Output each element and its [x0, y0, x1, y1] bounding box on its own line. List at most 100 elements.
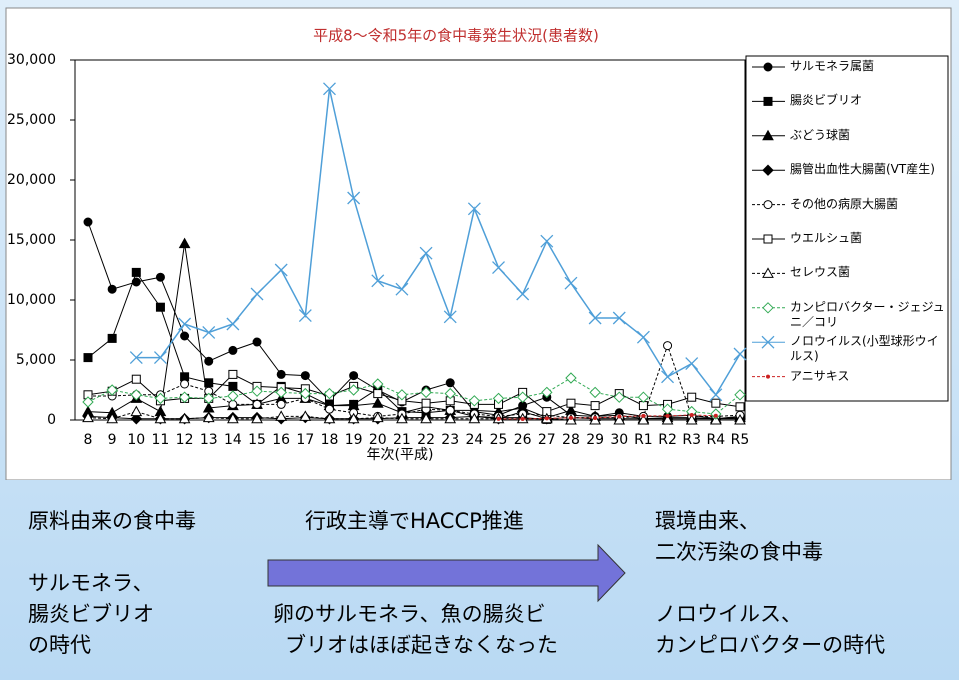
data-point: [274, 263, 288, 277]
x-tick-label: 24: [465, 432, 483, 448]
data-point: [82, 396, 94, 408]
x-tick-label: 29: [586, 432, 604, 448]
x-tick-label: 9: [108, 432, 117, 448]
data-point: [713, 413, 718, 418]
data-point: [371, 274, 385, 288]
x-tick-label: R1: [634, 432, 653, 448]
data-point: [687, 392, 697, 402]
data-point: [228, 345, 238, 355]
data-point: [396, 389, 408, 401]
data-point: [685, 413, 698, 425]
data-point: [323, 412, 336, 424]
data-point: [154, 392, 167, 405]
data-point: [106, 384, 118, 396]
x-tick-label: R5: [731, 432, 750, 448]
middle-bottom: 卵のサルモネラ、魚の腸炎ビ ブリオはほぼ起きなくなった: [273, 599, 558, 661]
data-point: [130, 413, 143, 425]
legend-label: ウエルシュ菌: [790, 231, 863, 245]
data-point: [252, 399, 262, 409]
y-tick-label: 5,000: [16, 352, 56, 368]
data-point: [444, 412, 457, 424]
data-point: [492, 261, 505, 275]
x-tick-label: 18: [321, 432, 339, 448]
data-point: [204, 356, 214, 366]
text: 二次汚染の食中毒: [655, 540, 823, 564]
legend-marker: [763, 62, 773, 72]
data-point: [83, 217, 93, 227]
data-point: [444, 387, 456, 400]
legend-marker: [763, 96, 773, 106]
data-point: [544, 416, 549, 421]
legend-label: ノロウイルス(小型球形ウイルス): [790, 334, 939, 364]
data-point: [107, 333, 117, 343]
data-point: [565, 372, 577, 384]
y-tick-label: 30,000: [7, 52, 56, 68]
data-point: [323, 387, 336, 400]
data-point: [299, 387, 312, 400]
legend-label: アニサキス: [790, 368, 850, 383]
data-point: [612, 311, 626, 325]
series-line: [87, 373, 741, 413]
legend-label: サルモネラ属菌: [790, 59, 875, 73]
text: 環境由来、: [655, 509, 760, 533]
legend-label: 腸管出血性大腸菌(VT産生): [790, 162, 935, 177]
data-point: [468, 412, 481, 424]
data-point: [228, 369, 238, 379]
y-tick-label: 25,000: [7, 112, 56, 128]
data-point: [202, 325, 216, 339]
y-tick-label: 15,000: [7, 232, 56, 248]
data-point: [373, 389, 383, 399]
x-tick-label: 19: [345, 432, 363, 448]
data-point: [228, 381, 238, 391]
data-point: [372, 378, 384, 390]
data-point: [685, 357, 699, 371]
x-tick-label: 27: [538, 432, 556, 448]
x-tick-label: R3: [682, 432, 701, 448]
data-point: [445, 378, 455, 388]
data-point: [468, 395, 481, 407]
data-point: [83, 353, 93, 363]
data-point: [251, 385, 263, 397]
data-point: [395, 282, 409, 296]
data-point: [178, 412, 191, 424]
x-tick-label: 22: [417, 432, 435, 448]
data-point: [420, 386, 432, 399]
series-line: [87, 221, 741, 420]
data-point: [492, 392, 505, 405]
data-point: [617, 414, 622, 419]
data-point: [516, 391, 529, 403]
data-point: [641, 413, 646, 418]
y-tick-label: 0: [47, 412, 56, 428]
data-point: [661, 370, 675, 384]
data-point: [323, 82, 336, 96]
x-tick-label: 30: [610, 432, 628, 448]
legend-marker: [761, 335, 775, 349]
x-tick-label: 26: [514, 432, 532, 448]
x-tick-label: 17: [296, 432, 314, 448]
data-point: [371, 411, 384, 423]
data-point: [520, 417, 525, 422]
data-point: [663, 341, 673, 351]
text: 卵のサルモネラ、魚の腸炎ビ: [273, 602, 546, 626]
data-point: [82, 411, 94, 423]
legend-box: [745, 55, 949, 402]
data-point: [589, 386, 601, 399]
data-point: [275, 386, 287, 399]
data-point: [568, 415, 573, 420]
data-point: [250, 287, 264, 301]
chart: 平成8～令和5年の食中毒発生状況(患者数) 年次(平成) 0 5,000 10,00…: [5, 7, 952, 480]
data-point: [178, 391, 191, 403]
text: ブリオはほぼ起きなくなった: [285, 633, 558, 657]
data-point: [347, 191, 361, 205]
legend-marker: [762, 129, 774, 141]
x-tick-label: R2: [658, 432, 677, 448]
data-point: [299, 410, 312, 421]
data-point: [107, 284, 117, 294]
data-point: [131, 267, 141, 277]
data-point: [371, 397, 384, 408]
data-point: [540, 234, 554, 248]
data-point: [180, 331, 190, 341]
data-point: [516, 287, 530, 301]
x-tick-label: 21: [393, 432, 411, 448]
